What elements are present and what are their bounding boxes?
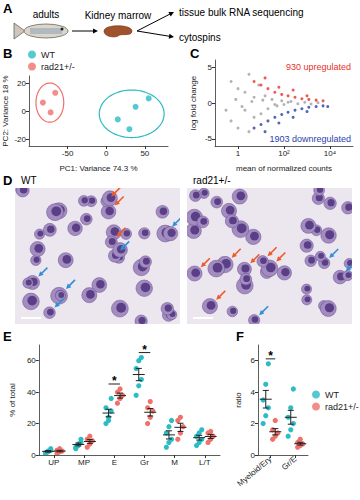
svg-text:40: 40 (27, 388, 36, 397)
svg-text:rad21+/-: rad21+/- (193, 175, 231, 186)
svg-text:D: D (3, 173, 12, 188)
svg-text:B: B (3, 46, 12, 61)
svg-text:-20: -20 (14, 135, 26, 144)
svg-text:Gr/E: Gr/E (280, 455, 298, 472)
svg-text:MP: MP (78, 458, 90, 467)
svg-text:E: E (112, 458, 117, 467)
svg-text:adults: adults (33, 9, 60, 20)
svg-text:60: 60 (27, 356, 36, 365)
svg-text:20: 20 (27, 419, 36, 428)
svg-text:0: 0 (31, 451, 36, 460)
svg-text:UP: UP (48, 458, 59, 467)
svg-text:Kidney marrow: Kidney marrow (85, 10, 152, 21)
svg-text:*: * (142, 343, 147, 357)
svg-text:A: A (3, 1, 13, 16)
svg-text:2: 2 (251, 419, 256, 428)
svg-text:log fold change: log fold change (189, 75, 198, 130)
svg-text:L/T: L/T (199, 458, 211, 467)
svg-text:E: E (3, 329, 12, 344)
svg-text:10²: 10² (278, 149, 290, 158)
svg-text:rad21+/-: rad21+/- (325, 402, 359, 412)
svg-text:50: 50 (140, 149, 149, 158)
svg-text:WT: WT (41, 50, 55, 60)
svg-text:Myeloid/Ery: Myeloid/Ery (236, 455, 274, 489)
svg-text:-5: -5 (205, 134, 213, 143)
svg-text:WT: WT (21, 175, 37, 186)
svg-text:4: 4 (251, 388, 256, 397)
svg-text:C: C (190, 46, 200, 61)
svg-text:Gr: Gr (140, 458, 149, 467)
svg-text:-50: -50 (62, 149, 74, 158)
svg-text:ratio: ratio (234, 392, 243, 408)
svg-text:0: 0 (104, 149, 109, 158)
svg-text:mean of normalized counts: mean of normalized counts (236, 164, 332, 173)
svg-text:1: 1 (236, 149, 241, 158)
svg-text:0: 0 (251, 451, 256, 460)
svg-text:5: 5 (208, 63, 213, 72)
svg-text:1903 downregulated: 1903 downregulated (269, 134, 351, 144)
svg-text:cytospins: cytospins (179, 32, 221, 43)
svg-text:WT: WT (325, 390, 339, 400)
svg-text:PC2: Variance 18 %: PC2: Variance 18 % (1, 75, 10, 146)
svg-text:PC1: Variance 74.3 %: PC1: Variance 74.3 % (59, 164, 137, 173)
svg-text:tissue bulk RNA sequencing: tissue bulk RNA sequencing (179, 7, 304, 18)
svg-text:*: * (112, 374, 117, 388)
svg-text:0: 0 (22, 107, 27, 116)
svg-text:10⁴: 10⁴ (324, 149, 337, 158)
svg-text:rad21+/-: rad21+/- (41, 62, 75, 72)
svg-text:0: 0 (208, 99, 213, 108)
svg-text:F: F (236, 329, 244, 344)
svg-text:20: 20 (17, 79, 26, 88)
svg-text:*: * (268, 349, 273, 363)
svg-text:6: 6 (251, 356, 256, 365)
svg-text:930 upregulated: 930 upregulated (286, 62, 351, 72)
svg-text:% of total: % of total (8, 383, 17, 417)
svg-text:M: M (171, 458, 178, 467)
